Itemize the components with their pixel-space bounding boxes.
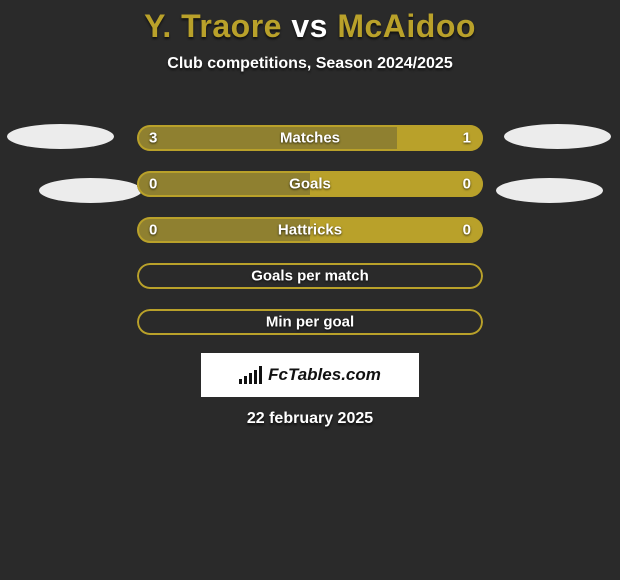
stat-value-right: 0 (463, 222, 471, 239)
stat-value-right: 0 (463, 176, 471, 193)
date-text: 22 february 2025 (247, 410, 373, 428)
comparison-infographic: Y. Traore vs McAidoo Club competitions, … (0, 0, 620, 580)
photo-placeholder (496, 178, 603, 203)
stat-value-right: 1 (463, 130, 471, 147)
stat-label: Min per goal (266, 314, 354, 331)
page-title: Y. Traore vs McAidoo (0, 8, 620, 45)
attribution-box: FcTables.com (201, 353, 419, 397)
stat-label: Goals per match (251, 268, 369, 285)
stat-row: Min per goal (137, 309, 483, 335)
stat-label: Matches (280, 130, 340, 147)
stat-label: Goals (289, 176, 331, 193)
bar-fill-left (137, 125, 397, 151)
subtitle: Club competitions, Season 2024/2025 (0, 55, 620, 73)
bar-fill-left (137, 171, 310, 197)
stat-value-left: 0 (149, 222, 157, 239)
photo-placeholder (7, 124, 114, 149)
stat-label: Hattricks (278, 222, 342, 239)
stat-rows: 3 1 Matches 0 0 Goals 0 0 Hattricks Goals per mat… (137, 125, 483, 355)
attribution-text: FcTables.com (268, 365, 381, 385)
photo-placeholder (504, 124, 611, 149)
title-player-right: McAidoo (337, 8, 476, 44)
fctables-logo-icon (239, 366, 262, 384)
title-vs: vs (282, 8, 337, 44)
stat-row: Goals per match (137, 263, 483, 289)
stat-row: 3 1 Matches (137, 125, 483, 151)
stat-value-left: 3 (149, 130, 157, 147)
stat-value-left: 0 (149, 176, 157, 193)
stat-row: 0 0 Hattricks (137, 217, 483, 243)
title-player-left: Y. Traore (144, 8, 282, 44)
stat-row: 0 0 Goals (137, 171, 483, 197)
photo-placeholder (39, 178, 142, 203)
bar-fill-right (310, 171, 483, 197)
